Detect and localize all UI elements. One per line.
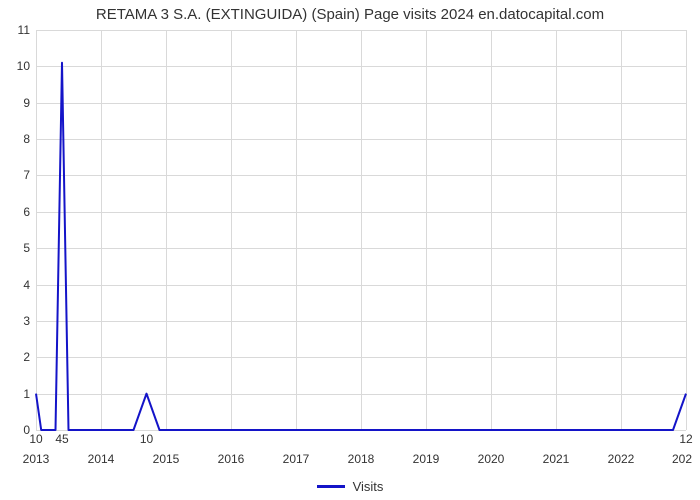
y-tick-label: 10 [17, 59, 30, 73]
legend: Visits [0, 479, 700, 494]
x-tick-label: 2014 [88, 452, 115, 466]
gridline-vertical [686, 30, 687, 430]
x-tick-label: 2022 [608, 452, 635, 466]
plot-area: 2013201420152016201720182019202020212022… [36, 30, 686, 430]
y-tick-label: 2 [23, 350, 30, 364]
x-tick-label: 2021 [543, 452, 570, 466]
point-annotation: 12 [679, 432, 692, 446]
visits-line [36, 63, 686, 430]
point-annotation: 10 [140, 432, 153, 446]
x-tick-label: 2016 [218, 452, 245, 466]
x-tick-label: 2015 [153, 452, 180, 466]
chart-title: RETAMA 3 S.A. (EXTINGUIDA) (Spain) Page … [0, 6, 700, 23]
point-annotation: 45 [55, 432, 68, 446]
y-tick-label: 7 [23, 168, 30, 182]
chart-container: RETAMA 3 S.A. (EXTINGUIDA) (Spain) Page … [0, 0, 700, 500]
y-tick-label: 9 [23, 96, 30, 110]
y-tick-label: 3 [23, 314, 30, 328]
legend-label: Visits [353, 479, 384, 494]
line-series-svg [36, 30, 686, 430]
x-tick-label: 2020 [478, 452, 505, 466]
legend-swatch [317, 485, 345, 488]
x-tick-label: 2018 [348, 452, 375, 466]
x-tick-label: 2013 [23, 452, 50, 466]
y-tick-label: 8 [23, 132, 30, 146]
y-tick-label: 6 [23, 205, 30, 219]
x-tick-label: 2019 [413, 452, 440, 466]
x-tick-label-edge: 202 [672, 452, 692, 466]
y-tick-label: 5 [23, 241, 30, 255]
x-tick-label: 2017 [283, 452, 310, 466]
y-tick-label: 11 [18, 23, 30, 37]
y-tick-label: 1 [23, 387, 30, 401]
y-tick-label: 4 [23, 278, 30, 292]
point-annotation: 10 [29, 432, 42, 446]
